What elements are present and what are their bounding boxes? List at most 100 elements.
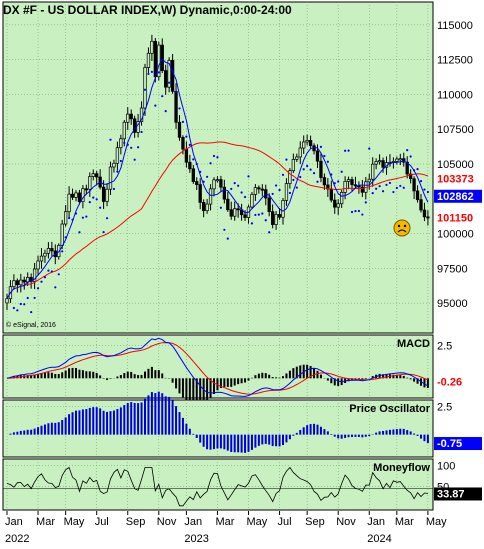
month-label: Jul [278,516,292,528]
sma-short-value-tag: 102862 [437,191,474,203]
candle-body [319,160,323,178]
sar-dot [312,172,316,175]
sad-face-icon [393,219,411,237]
candle-body [122,121,126,140]
sma-short-line [6,58,429,300]
sar-dot [337,180,340,183]
sar-dot [302,168,305,171]
sar-dot [316,180,319,183]
candle-body [46,248,51,254]
candle-body [233,208,237,217]
candle-body [308,140,313,147]
candle-body [315,150,320,162]
sar-dot [74,212,78,215]
candle-body [405,161,409,175]
candle-body [5,298,9,304]
sar-dot [154,104,157,107]
sar-dot [130,146,133,149]
sar-dot [50,270,53,273]
sar-dot [112,187,116,191]
candle-body [267,197,271,212]
candle-body [202,202,206,212]
candle-body [22,279,26,283]
candle-body [74,192,78,198]
sma-long-value-tag: 103373 [437,174,474,186]
candle-body [195,181,199,185]
sar-dot [347,149,350,152]
candle-body [260,188,264,191]
candle-body [108,166,113,190]
candle-body [105,188,109,202]
price-tick-label: 110000 [437,89,473,101]
sar-dot [178,107,181,110]
candle-body [367,178,371,183]
sar-dot [47,269,50,272]
sar-dot [185,135,188,138]
candle-body [12,280,16,288]
candle-body [236,208,240,211]
candle-body [129,113,133,120]
candle-body [395,158,399,162]
watermark-text: © eSignal, 2016 [6,321,56,329]
sar-dot [237,184,240,187]
sar-dot [109,138,112,141]
sar-dot [209,162,212,165]
sar-dot [126,143,129,146]
sar-dot [223,228,226,231]
moneyflow-title: Moneyflow [373,462,430,474]
sar-dot [250,222,254,225]
sar-dot [395,186,398,190]
sar-dot [264,219,267,222]
candle-body [215,179,220,182]
candle-body [36,260,40,270]
candle-body [39,255,44,262]
month-label: May [426,516,447,528]
candle-body [333,199,337,208]
sar-dot [57,273,60,276]
sar-dot [116,170,119,173]
sar-dot [19,302,22,306]
sar-dot [319,145,323,149]
candle-body [188,161,192,170]
sar-dot [54,286,57,289]
month-label: Mar [36,516,55,528]
sar-dot [381,190,385,193]
candle-body [153,40,158,78]
month-label: Jan [184,516,202,528]
sma-long-value-tag-bg [434,172,482,186]
candle-body [146,52,151,68]
candle-body [177,121,182,138]
sar-dot [195,162,198,166]
candle-body [312,145,316,152]
sar-dot [409,155,412,158]
sar-dot [26,296,29,300]
candle-body [295,156,299,160]
sar-dot [350,210,354,214]
sar-dot [140,130,143,134]
candle-body [81,188,85,202]
sar-dot [192,158,195,161]
candle-body [205,203,209,212]
sar-dot [299,175,302,179]
candle-body [291,158,295,172]
sar-dot [61,250,64,253]
price-plot-area [2,1,434,334]
candle-body [208,188,213,205]
candle-body [343,180,347,193]
sar-dot [257,213,260,216]
candle-body [329,188,333,201]
last-price-tag: 101150 [437,213,473,225]
sar-dot [99,206,102,209]
sar-dot [340,170,343,173]
sma-short-value-tag-bg [434,189,482,203]
candle-body [371,163,375,180]
candle-body [229,209,233,217]
sar-dot [85,215,88,218]
month-label: Mar [215,516,234,528]
candle-body [95,173,99,178]
candle-body [257,187,261,190]
sar-dot [243,195,247,199]
macd-tick-label: 2.5 [437,341,452,353]
sar-dot [202,180,205,183]
